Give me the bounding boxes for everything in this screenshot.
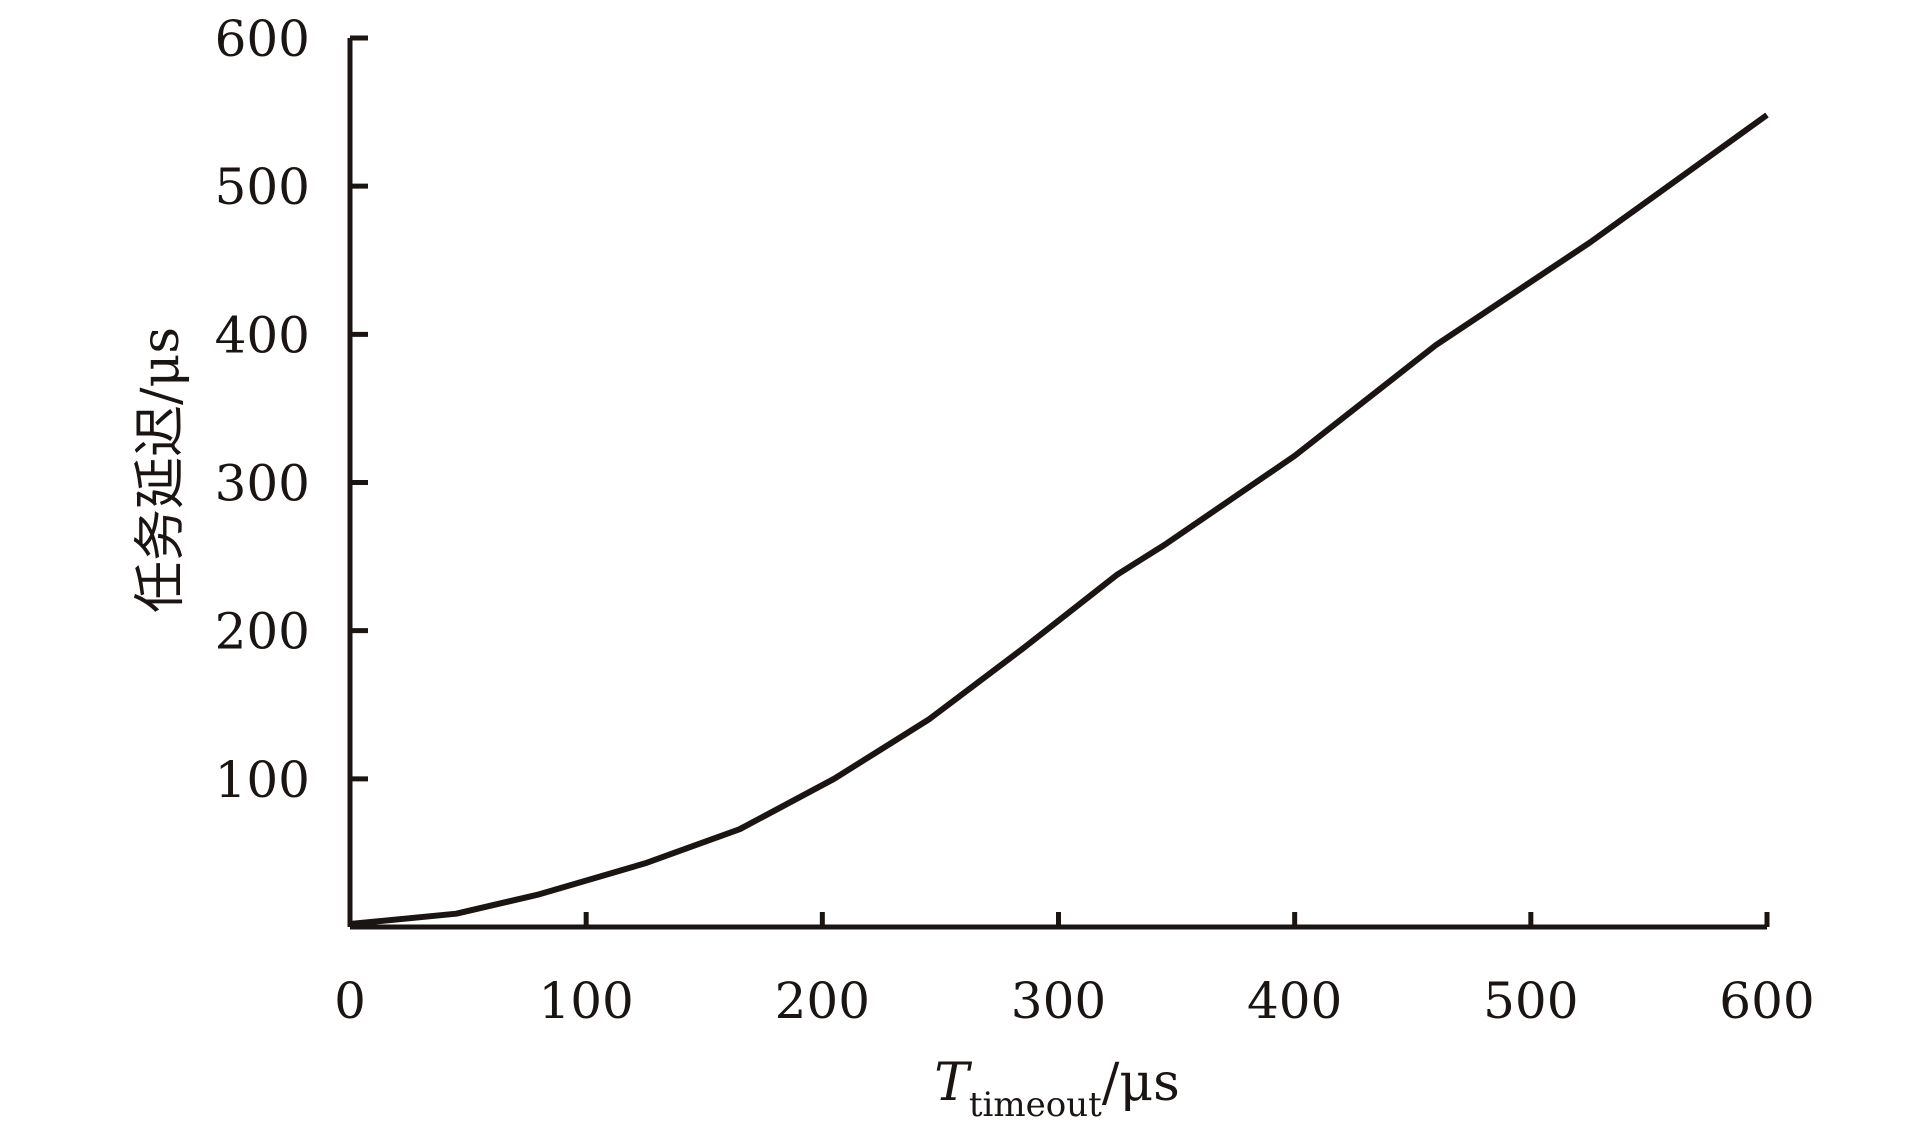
y-ticks xyxy=(350,35,368,782)
x-tick-label-0: 0 xyxy=(334,972,366,1030)
x-axis-title-main: T xyxy=(934,1053,972,1113)
y-axis-title: 任务延迟/μs xyxy=(131,327,191,613)
series-layer xyxy=(349,112,1769,927)
series-line-0 xyxy=(349,112,1769,927)
x-tick-label-100: 100 xyxy=(538,972,633,1030)
x-tick-label-200: 200 xyxy=(775,972,870,1030)
x-tick-label-600: 600 xyxy=(1719,972,1814,1030)
x-axis-title-subscript: timeout xyxy=(969,1085,1102,1125)
x-tick-label-500: 500 xyxy=(1483,972,1578,1030)
y-tick-label-300: 300 xyxy=(215,455,310,513)
axes xyxy=(347,38,1767,930)
x-ticks xyxy=(583,912,1770,927)
x-tick-label-300: 300 xyxy=(1011,972,1106,1030)
x-tick-labels: 0 100 200 300 400 500 600 xyxy=(334,972,1815,1030)
x-axis-title: Ttimeout/μs xyxy=(934,1053,1180,1125)
y-tick-label-100: 100 xyxy=(215,751,310,809)
y-tick-label-500: 500 xyxy=(215,158,310,216)
y-tick-labels: 100 200 300 400 500 600 xyxy=(215,10,310,809)
x-axis-title-unit: /μs xyxy=(1102,1053,1180,1113)
y-tick-label-200: 200 xyxy=(215,603,310,661)
y-tick-label-600: 600 xyxy=(215,10,310,68)
y-tick-label-400: 400 xyxy=(215,306,310,364)
x-tick-label-400: 400 xyxy=(1247,972,1342,1030)
